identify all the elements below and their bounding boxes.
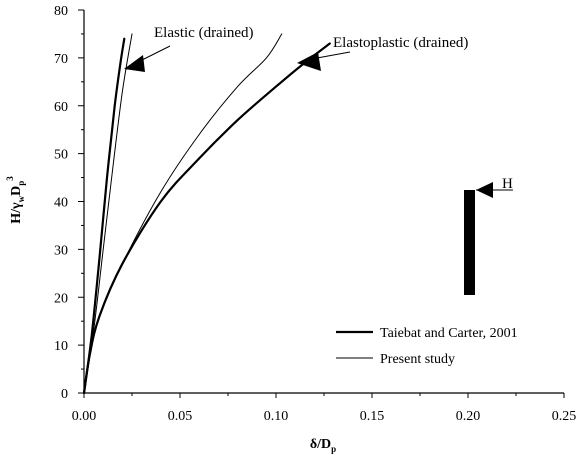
series-1-curve-1: [83, 33, 283, 394]
x-axis-title-subscript: p: [331, 444, 336, 454]
y-axis-title-sub-p: p: [16, 181, 26, 186]
pile-shaft: [464, 190, 475, 295]
x-tick-label: 0.05: [168, 409, 193, 424]
x-ticks: 0.00 0.05 0.10 0.15 0.20 0.25: [72, 393, 577, 424]
x-tick-label: 0.00: [72, 409, 97, 424]
legend-label-taiebat: Taiebat and Carter, 2001: [380, 326, 518, 341]
y-tick-label: 60: [54, 100, 68, 115]
y-tick-label: 40: [54, 196, 68, 211]
y-axis-title-sup: 3: [5, 176, 15, 181]
y-tick-label: 70: [54, 52, 68, 67]
pile-load-label: H: [502, 176, 513, 192]
x-axis-title: δ/Dp: [310, 437, 336, 454]
y-tick-label: 80: [54, 4, 68, 19]
annotation-elastic: Elastic (drained): [124, 25, 254, 72]
series-0-curve-1: [82, 42, 331, 395]
annotation-elastoplastic-arrowhead: [297, 52, 321, 71]
y-tick-label: 0: [61, 387, 68, 402]
y-tick-label: 20: [54, 291, 68, 306]
y-axis-title: H/γwDp3: [5, 176, 26, 224]
legend-label-present: Present study: [380, 352, 455, 367]
series-1-curve-0: [83, 33, 133, 394]
pile-load-arrowhead: [476, 182, 493, 198]
legend: Taiebat and Carter, 2001 Present study: [336, 326, 518, 367]
x-tick-label: 0.25: [552, 409, 577, 424]
annotation-elastic-label: Elastic (drained): [154, 25, 254, 41]
annotation-elastic-arrowhead: [124, 55, 145, 72]
series-layer: [82, 33, 331, 395]
y-tick-label: 30: [54, 243, 68, 258]
series-0-curve-0: [82, 37, 126, 395]
y-tick-label: 50: [54, 148, 68, 163]
y-ticks: 0 10 20 30 40 50 60 70 80: [54, 4, 84, 402]
x-tick-label: 0.20: [456, 409, 481, 424]
x-tick-label: 0.10: [264, 409, 289, 424]
y-axis-title-sub-w: w: [16, 195, 26, 202]
y-tick-label: 10: [54, 339, 68, 354]
annotation-elastoplastic: Elastoplastic (drained): [297, 35, 468, 71]
pile-inset: H: [464, 176, 513, 295]
x-tick-label: 0.15: [360, 409, 385, 424]
annotation-elastoplastic-label: Elastoplastic (drained): [333, 35, 468, 51]
